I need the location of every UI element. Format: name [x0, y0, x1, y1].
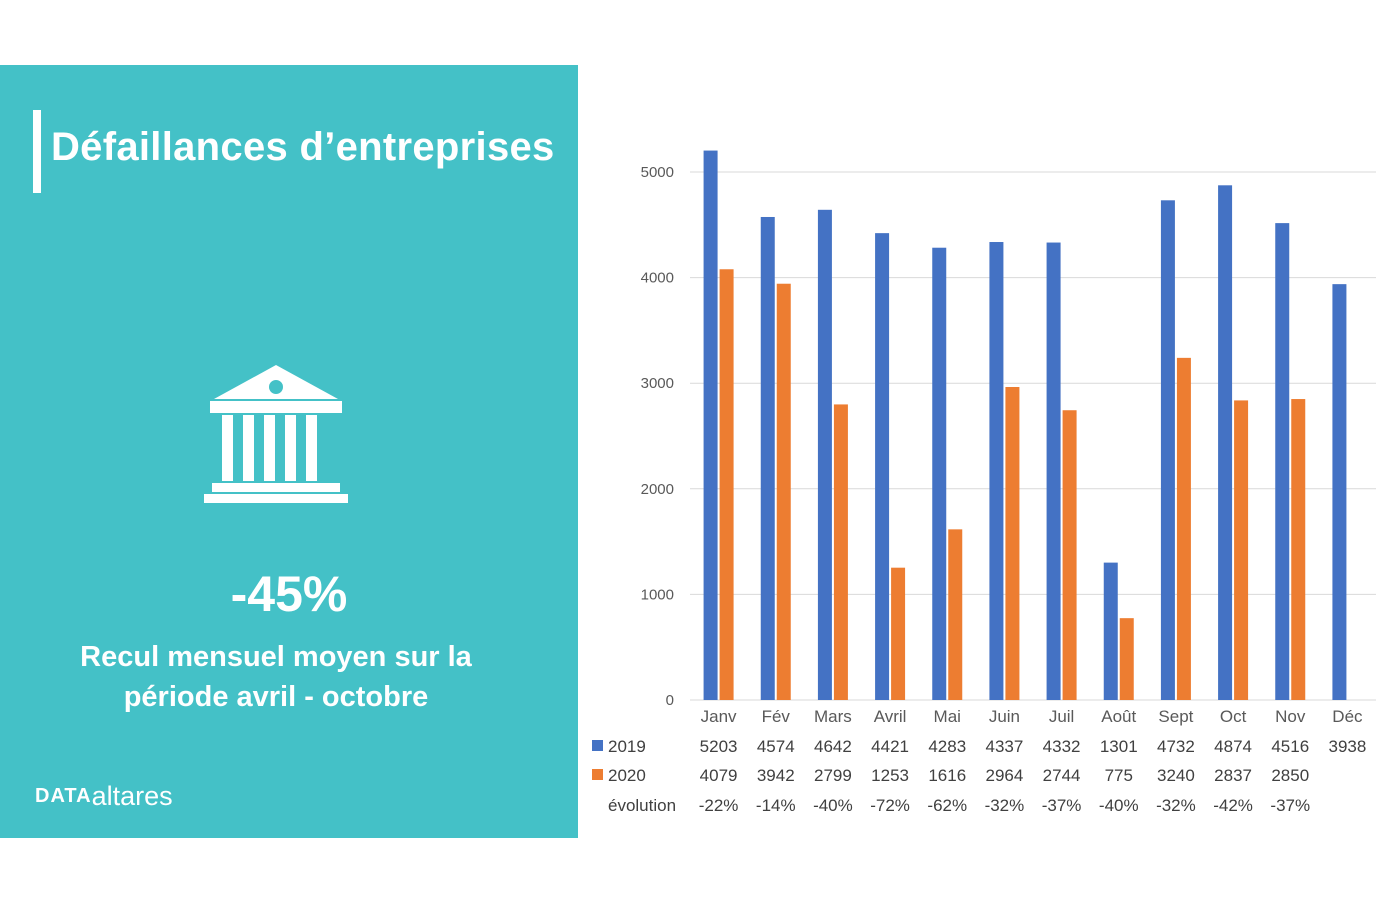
left-panel: Défaillances d’entreprises -45% Recul me…	[0, 65, 578, 838]
bar-2019-fév	[760, 216, 775, 700]
bar-2019-janv	[703, 150, 718, 700]
stat-description: Recul mensuel moyen sur la période avril…	[0, 637, 552, 717]
logo-mark: DATA	[35, 785, 92, 807]
title-accent-bar	[33, 110, 41, 193]
y-tick-label: 0	[666, 692, 674, 709]
x-tick-label: Janv	[701, 707, 737, 726]
bar-2020-sept	[1176, 357, 1191, 700]
bar-2019-oct	[1218, 185, 1233, 700]
x-tick-label: Mai	[934, 707, 961, 726]
bar-2020-juil	[1062, 410, 1077, 700]
table-cell: 4079	[700, 766, 738, 785]
x-tick-label: Fév	[762, 707, 791, 726]
table-cell: -14%	[756, 796, 796, 815]
bank-building-icon	[204, 365, 348, 503]
logo-text: altares	[91, 781, 173, 811]
x-tick-label: Avril	[874, 707, 907, 726]
table-cell: 4574	[757, 737, 795, 756]
page-title: Défaillances d’entreprises	[51, 125, 555, 169]
y-tick-label: 2000	[641, 481, 674, 498]
table-cell: 1301	[1100, 737, 1138, 756]
legend-label-2020: 2020	[608, 766, 646, 785]
bar-2019-sept	[1160, 200, 1175, 701]
bar-2020-janv	[719, 269, 734, 700]
table-cell: 4642	[814, 737, 852, 756]
table-cell: -72%	[870, 796, 910, 815]
bar-2019-déc	[1332, 284, 1347, 700]
legend-key-2020	[592, 769, 603, 780]
bar-2019-août	[1103, 562, 1118, 700]
stat-value: -45%	[230, 566, 348, 622]
table-cell: -62%	[927, 796, 967, 815]
bar-2020-avril	[891, 567, 906, 700]
bar-2020-fév	[776, 283, 791, 700]
bar-2019-juin	[989, 242, 1004, 700]
bar-chart: 0 1000 2000 3000 4000 5000 Janv Fév Mars Avril Mai…	[592, 150, 1376, 815]
table-cell: 2837	[1214, 766, 1252, 785]
table-cell: 4283	[928, 737, 966, 756]
table-cell: 4874	[1214, 737, 1252, 756]
table-cell: -37%	[1042, 796, 1082, 815]
table-cell: -40%	[1099, 796, 1139, 815]
bar-2019-mai	[932, 247, 947, 700]
table-cell: 775	[1105, 766, 1133, 785]
bar-2019-nov	[1275, 223, 1290, 700]
altares-logo: DATAaltares	[35, 781, 173, 812]
table-cell: 4337	[986, 737, 1024, 756]
table-cell: 3938	[1329, 737, 1367, 756]
x-tick-label: Sept	[1158, 707, 1193, 726]
x-tick-label: Déc	[1332, 707, 1363, 726]
table-cell: 2799	[814, 766, 852, 785]
bar-2020-juin	[1005, 387, 1020, 700]
bar-2019-avril	[875, 233, 890, 700]
y-tick-label: 4000	[641, 270, 674, 287]
bar-2020-mai	[948, 529, 963, 700]
table-cell: -22%	[699, 796, 739, 815]
x-tick-label: Mars	[814, 707, 852, 726]
table-row-label: évolution	[608, 796, 676, 815]
y-tick-label: 3000	[641, 375, 674, 392]
table-cell: 4732	[1157, 737, 1195, 756]
legend-key-2019	[592, 740, 603, 751]
table-cell: -32%	[985, 796, 1025, 815]
x-tick-label: Oct	[1220, 707, 1247, 726]
bar-2020-nov	[1291, 399, 1306, 700]
x-tick-label: Nov	[1275, 707, 1306, 726]
table-cell: 2744	[1043, 766, 1081, 785]
y-tick-label: 1000	[641, 586, 674, 603]
table-cell: 1253	[871, 766, 909, 785]
y-tick-label: 5000	[641, 164, 674, 181]
table-cell: -32%	[1156, 796, 1196, 815]
bar-2019-mars	[817, 209, 832, 700]
table-cell: 4421	[871, 737, 909, 756]
bar-2020-août	[1119, 618, 1134, 700]
x-tick-label: Juin	[989, 707, 1020, 726]
table-cell: -40%	[813, 796, 853, 815]
bar-2019-juil	[1046, 242, 1061, 700]
x-tick-label: Juil	[1049, 707, 1075, 726]
table-cell: -37%	[1270, 796, 1310, 815]
stat-description-line2: période avril - octobre	[123, 681, 429, 713]
bar-2020-oct	[1234, 400, 1249, 700]
table-cell: 3240	[1157, 766, 1195, 785]
table-cell: 2850	[1271, 766, 1309, 785]
table-cell: -42%	[1213, 796, 1253, 815]
table-cell: 4516	[1271, 737, 1309, 756]
x-tick-label: Août	[1101, 707, 1136, 726]
table-cell: 1616	[928, 766, 966, 785]
table-cell: 3942	[757, 766, 795, 785]
stat-description-line1: Recul mensuel moyen sur la	[80, 641, 472, 673]
table-cell: 2964	[986, 766, 1024, 785]
legend-label-2019: 2019	[608, 737, 646, 756]
bar-2020-mars	[833, 404, 848, 700]
table-cell: 5203	[700, 737, 738, 756]
table-cell: 4332	[1043, 737, 1081, 756]
